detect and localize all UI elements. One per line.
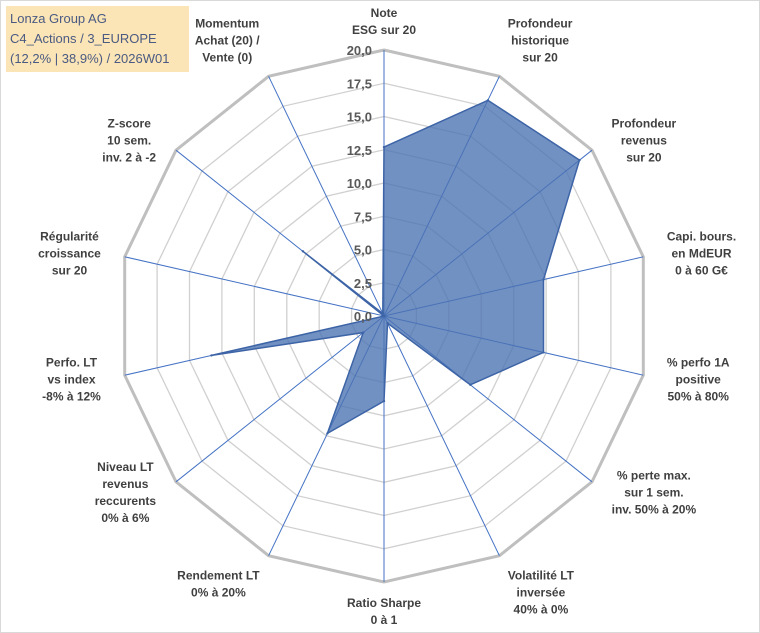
axis-label-line: 50% à 80% xyxy=(668,389,730,403)
axis-label-line: Perfo. LT xyxy=(46,355,98,369)
axis-spoke xyxy=(268,76,385,317)
axis-label-line: inv. 50% à 20% xyxy=(612,502,697,516)
data-point xyxy=(382,314,386,318)
data-point xyxy=(210,354,213,357)
tick-label: 20,0 xyxy=(347,43,372,58)
axis-label-line: Note xyxy=(371,6,398,20)
axis-label: Z-score 10 sem. inv. 2 à -2 xyxy=(102,117,156,165)
tick-label: 2,5 xyxy=(354,276,372,291)
score-period: (12,2% | 38,9%) / 2026W01 xyxy=(10,51,170,66)
axis-label-line: Vente (0) xyxy=(202,50,252,64)
axis-label-line: Volatilité LT xyxy=(508,569,575,583)
axis-label-line: sur 1 sem. xyxy=(624,485,683,499)
axis-label: Régularité croissance sur 20 xyxy=(38,230,101,278)
data-point xyxy=(469,383,472,386)
axis-label-line: Z-score xyxy=(108,117,152,131)
axis-label: Profondeur revenus sur 20 xyxy=(612,117,677,165)
axis-label: Volatilité LT inversée 40% à 0% xyxy=(508,569,575,617)
portfolio-category: C4_Actions / 3_EUROPE xyxy=(10,31,157,46)
tick-label: 7,5 xyxy=(354,209,372,224)
data-point xyxy=(362,331,365,334)
axis-label-line: Régularité xyxy=(40,230,99,244)
axis-label-line: Niveau LT xyxy=(97,460,154,474)
data-point xyxy=(382,399,386,403)
tick-label: 0,0 xyxy=(354,309,372,324)
axis-label-line: 0 à 1 xyxy=(371,613,398,627)
axis-spoke xyxy=(175,315,385,483)
axis-label-line: inv. 2 à -2 xyxy=(102,151,156,165)
axis-label-line: Achat (20) / xyxy=(195,33,260,47)
axis-label: Momentum Achat (20) / Vente (0) xyxy=(195,16,260,64)
axis-label-line: ESG sur 20 xyxy=(352,23,416,37)
axis-label-line: 0% à 6% xyxy=(101,511,149,525)
axis-label: Note ESG sur 20 xyxy=(352,6,416,37)
axis-label-line: historique xyxy=(511,33,569,47)
series-layer xyxy=(210,99,581,436)
data-point xyxy=(578,158,581,162)
axis-label-line: Rendement LT xyxy=(177,569,260,583)
data-point xyxy=(326,432,329,435)
axis-label-line: en MdEUR xyxy=(672,247,732,261)
axis-label-line: -8% à 12% xyxy=(42,389,101,403)
axis-label: % perfo 1A positive 50% à 80% xyxy=(667,355,730,403)
axis-label-line: positive xyxy=(676,372,722,386)
axis-label-line: % perfo 1A xyxy=(667,355,730,369)
axis-label-line: revenus xyxy=(621,134,667,148)
axis-label-line: inversée xyxy=(517,586,566,600)
axis-label-line: sur 20 xyxy=(626,151,662,165)
info-box: Lonza Group AG C4_Actions / 3_EUROPE (12… xyxy=(6,6,189,72)
tick-label: 12,5 xyxy=(347,143,372,158)
data-point xyxy=(301,250,305,253)
axis-label: Profondeur historique sur 20 xyxy=(508,16,573,64)
data-point xyxy=(381,312,384,315)
axis-label: Perfo. LT vs index -8% à 12% xyxy=(42,355,101,403)
axis-label-layer: Note ESG sur 20 Profondeur historique sur 20… xyxy=(38,6,736,627)
axis-label: Rendement LT 0% à 20% xyxy=(177,569,260,600)
tick-label-layer: 0,0 2,5 5,0 7,5 10,0 12,5 15,0 17,5 20,0 xyxy=(347,43,372,324)
axis-label-line: revenus xyxy=(102,477,148,491)
data-point xyxy=(542,351,545,354)
axis-label: Ratio Sharpe 0 à 1 xyxy=(347,596,421,627)
axis-label-line: sur 20 xyxy=(522,50,558,64)
axis-label-line: 40% à 0% xyxy=(514,603,569,617)
series-area xyxy=(211,99,581,436)
tick-label: 15,0 xyxy=(347,110,372,125)
tick-label: 10,0 xyxy=(347,176,372,191)
axis-label: Niveau LT revenus reccurents 0% à 6% xyxy=(95,460,157,525)
axis-label-line: Ratio Sharpe xyxy=(347,596,421,610)
data-point xyxy=(542,278,545,281)
data-point xyxy=(386,322,389,325)
data-point xyxy=(382,145,386,149)
axis-label-line: % perte max. xyxy=(617,468,691,482)
axis-label-line: 0 à 60 G€ xyxy=(675,264,728,278)
tick-label: 5,0 xyxy=(354,243,372,258)
axis-label-line: vs index xyxy=(47,372,95,386)
axis-label-line: Momentum xyxy=(195,16,259,30)
axis-label-line: 0% à 20% xyxy=(191,586,246,600)
tick-label: 17,5 xyxy=(347,76,372,91)
axis-label-line: sur 20 xyxy=(52,264,88,278)
axis-label-line: 10 sem. xyxy=(107,134,151,148)
axis-spoke xyxy=(383,315,500,556)
axis-label-line: croissance xyxy=(38,247,101,261)
data-point xyxy=(486,99,490,102)
axis-label: Capi. bours. en MdEUR 0 à 60 G€ xyxy=(667,230,736,278)
axis-label-line: Profondeur xyxy=(612,117,677,131)
axis-spoke xyxy=(124,256,385,317)
axis-label: % perte max. sur 1 sem. inv. 50% à 20% xyxy=(612,468,697,516)
axis-label-line: reccurents xyxy=(95,494,157,508)
axis-label-line: Profondeur xyxy=(508,16,573,30)
axis-label-line: Capi. bours. xyxy=(667,230,736,244)
company-name: Lonza Group AG xyxy=(10,11,107,26)
